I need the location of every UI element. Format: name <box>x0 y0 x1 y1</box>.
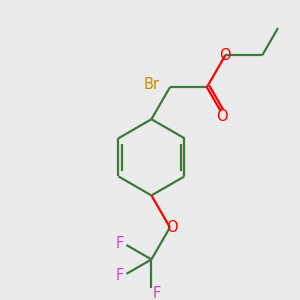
Text: F: F <box>152 286 161 300</box>
Text: Br: Br <box>144 77 160 92</box>
Text: O: O <box>216 109 228 124</box>
Text: O: O <box>220 48 231 63</box>
Text: F: F <box>115 268 123 283</box>
Text: O: O <box>167 220 178 235</box>
Text: F: F <box>115 236 123 251</box>
